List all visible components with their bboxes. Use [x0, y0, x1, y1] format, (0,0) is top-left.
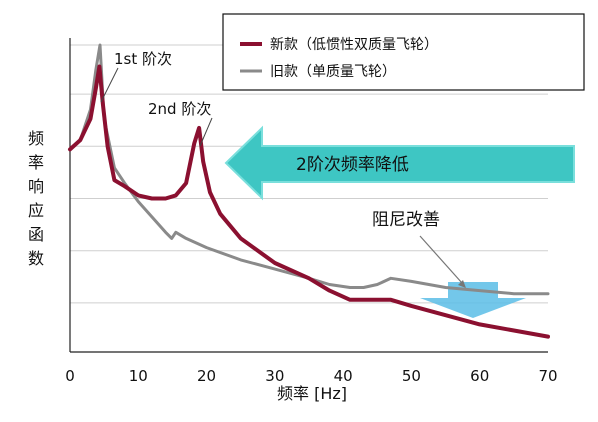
y-axis-title-char: 频 — [28, 129, 44, 148]
y-axis-title-char: 响 — [28, 177, 44, 196]
peak2-pointer — [199, 117, 213, 147]
annotation-frequency-shift: 2阶次频率降低 — [296, 155, 409, 175]
legend-label-old: 旧款（单质量飞轮） — [270, 64, 396, 80]
x-axis-title: 频率 [Hz] — [277, 384, 347, 403]
big-left-arrow-shape — [224, 125, 575, 201]
x-tick-label: 50 — [402, 367, 421, 385]
damping-pointer-head — [458, 280, 466, 288]
x-tick-label: 10 — [129, 367, 148, 385]
legend-box — [222, 13, 585, 91]
x-tick-label: 60 — [470, 367, 489, 385]
y-axis-title-char: 数 — [28, 249, 44, 268]
x-tick-label: 20 — [197, 367, 216, 385]
x-tick-label: 70 — [538, 367, 557, 385]
y-axis-title-char: 应 — [28, 201, 44, 220]
peak-annotations: 1st 阶次 2nd 阶次 — [100, 50, 213, 147]
series-lines — [68, 43, 550, 339]
annotation-2nd-order: 2nd 阶次 — [148, 100, 211, 118]
annotation-1st-order: 1st 阶次 — [114, 50, 172, 68]
peak1-pointer — [100, 67, 119, 103]
down-arrow-shape — [420, 282, 526, 318]
y-axis-title-char: 函 — [28, 225, 44, 244]
damping-pointer-line — [419, 235, 463, 284]
damping-arrow: 阻尼改善 — [372, 210, 526, 318]
x-tick-label: 30 — [265, 367, 284, 385]
annotation-damping: 阻尼改善 — [372, 210, 440, 230]
series-line-new — [68, 64, 550, 339]
x-tick-labels: 0 10 20 30 40 50 60 70 — [65, 367, 557, 385]
legend: 新款（低惯性双质量飞轮） 旧款（单质量飞轮） — [222, 13, 585, 91]
axes — [69, 38, 548, 353]
legend-label-new: 新款（低惯性双质量飞轮） — [270, 36, 438, 53]
x-tick-label: 0 — [65, 367, 75, 385]
x-tick-label: 40 — [334, 367, 353, 385]
y-axis-title-char: 率 — [28, 153, 44, 172]
frequency-shift-arrow: 2阶次频率降低 — [224, 125, 575, 201]
